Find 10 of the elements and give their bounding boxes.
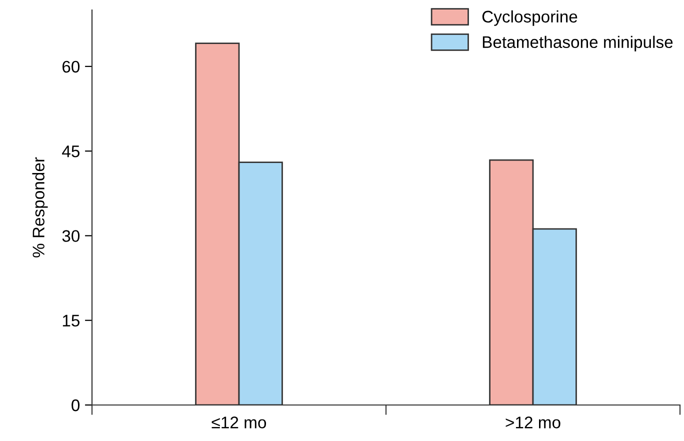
y-axis-title: % Responder	[32, 157, 48, 258]
x-tick-label: ≤12 mo	[212, 416, 266, 428]
y-tick-label: 15	[62, 314, 80, 327]
legend-label: Betamethasone minipulse	[482, 36, 673, 52]
y-tick-label: 60	[62, 60, 80, 73]
x-tick-label: >12 mo	[506, 416, 560, 428]
y-tick-label: 30	[62, 230, 80, 242]
y-tick-label: 45	[62, 146, 80, 158]
legend-label: Cyclosporine	[482, 10, 578, 26]
y-tick-label: 0	[72, 399, 80, 412]
